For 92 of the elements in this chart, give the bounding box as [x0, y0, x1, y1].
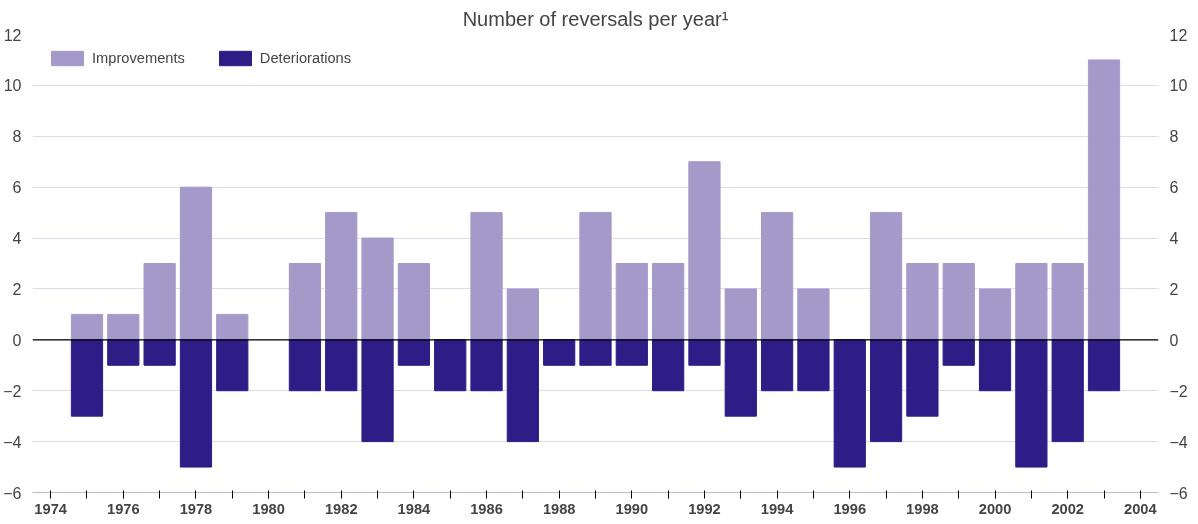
bar: [869, 212, 903, 341]
bar: [506, 339, 539, 443]
bar: [615, 263, 648, 341]
y2-tick-label: 12: [1169, 26, 1188, 44]
y-tick-label: 10: [3, 77, 22, 95]
y-tick-label: 2: [12, 280, 22, 298]
y2-tick-label: −4: [1169, 433, 1188, 451]
chart-title: Number of reversals per year¹: [462, 7, 729, 30]
bar: [361, 339, 394, 443]
bar: [506, 288, 539, 341]
bar: [397, 263, 431, 341]
bar: [760, 339, 794, 392]
y2-tick-label: 2: [1169, 280, 1179, 298]
y2-tick-label: −2: [1169, 382, 1188, 400]
x-tick-label: 2000: [978, 500, 1012, 517]
bar: [1087, 339, 1121, 392]
bar: [288, 263, 322, 341]
x-tick-label: 1986: [470, 500, 503, 517]
y-tick-label: −2: [3, 382, 22, 400]
bar: [869, 339, 903, 443]
x-tick-label: 1992: [688, 500, 721, 517]
bar: [906, 263, 939, 341]
bar: [652, 339, 685, 392]
bar: [325, 339, 358, 392]
y-tick-label: −6: [3, 484, 22, 502]
y-tick-label: 0: [12, 331, 22, 349]
bar: [325, 212, 358, 341]
x-tick-label: 1990: [615, 500, 649, 517]
bar: [579, 212, 612, 341]
bar: [70, 339, 104, 417]
bar: [361, 237, 394, 341]
bar: [1087, 59, 1121, 341]
x-tick-label: 1994: [760, 500, 795, 517]
y-tick-label: 4: [12, 230, 22, 248]
bar: [797, 339, 830, 392]
x-tick-label: 2002: [1051, 500, 1084, 517]
y2-tick-label: −6: [1169, 484, 1188, 502]
bar: [1015, 339, 1048, 468]
bar: [107, 339, 140, 366]
bar: [652, 263, 685, 341]
bar: [143, 263, 176, 341]
bar: [1015, 263, 1048, 341]
bar: [978, 339, 1012, 392]
y2-tick-label: 0: [1169, 331, 1179, 349]
x-tick-label: 1996: [833, 500, 867, 517]
y2-tick-label: 6: [1169, 179, 1179, 197]
bar: [833, 339, 866, 468]
x-tick-label: 1988: [542, 500, 576, 517]
x-tick-label: 1982: [324, 500, 358, 517]
bar: [434, 339, 467, 392]
x-tick-label: 1984: [397, 500, 432, 517]
bar: [70, 313, 104, 341]
bar: [216, 313, 249, 341]
bar: [470, 212, 503, 341]
bar: [143, 339, 176, 366]
bar: [288, 339, 322, 392]
bar: [397, 339, 431, 366]
bar: [107, 313, 140, 341]
x-tick-label: 1976: [107, 500, 140, 517]
y-tick-label: 6: [12, 179, 22, 197]
x-tick-label: 1998: [906, 500, 939, 517]
bar: [760, 212, 794, 341]
bar: [1051, 263, 1084, 341]
bar: [1051, 339, 1084, 443]
x-tick-label: 1980: [252, 500, 285, 517]
bar: [978, 288, 1012, 341]
bar: [470, 339, 503, 392]
y2-tick-label: 4: [1169, 230, 1179, 248]
bar: [179, 186, 213, 341]
legend-label: Improvements: [92, 50, 185, 66]
bar: [942, 339, 975, 366]
x-tick-label: 1978: [179, 500, 213, 517]
bar: [216, 339, 249, 392]
x-tick-label: 1974: [34, 500, 68, 517]
y2-tick-label: 8: [1169, 128, 1179, 146]
bar: [688, 339, 721, 366]
bar: [797, 288, 830, 341]
bar: [543, 339, 576, 366]
bar: [579, 339, 612, 366]
y-tick-label: −4: [3, 433, 22, 451]
bar: [906, 339, 939, 417]
y2-tick-label: 10: [1169, 77, 1188, 95]
bar: [615, 339, 648, 366]
y-tick-label: 12: [3, 26, 22, 44]
bar: [724, 339, 757, 417]
bar: [724, 288, 757, 341]
bar: [942, 263, 975, 341]
bar: [179, 339, 213, 468]
x-tick-label: 2004: [1124, 500, 1158, 517]
y-tick-label: 8: [12, 128, 22, 146]
bar: [688, 161, 721, 341]
legend-label: Deteriorations: [259, 50, 352, 66]
